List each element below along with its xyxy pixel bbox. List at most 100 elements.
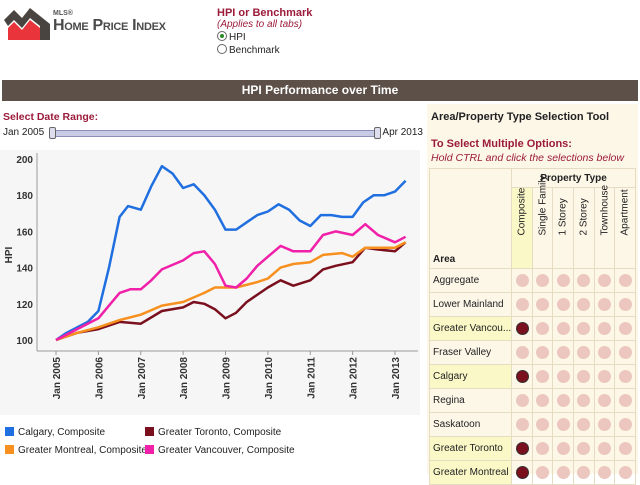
- selection-cell[interactable]: [573, 292, 595, 317]
- selection-dot-icon[interactable]: [556, 298, 570, 311]
- selection-cell[interactable]: [511, 292, 533, 317]
- selection-dot-icon[interactable]: [556, 394, 570, 407]
- selection-dot-icon[interactable]: [515, 274, 529, 287]
- area-name[interactable]: Greater Toronto: [428, 436, 513, 461]
- selection-cell[interactable]: [531, 436, 554, 461]
- selection-cell[interactable]: [573, 316, 595, 341]
- selection-dot-icon[interactable]: [618, 346, 632, 359]
- selection-cell[interactable]: [552, 316, 575, 341]
- selection-dot-icon[interactable]: [577, 370, 591, 383]
- selection-dot-icon[interactable]: [515, 418, 529, 431]
- selection-cell[interactable]: [593, 316, 616, 341]
- date-range-slider[interactable]: Jan 2005 Apr 2013: [3, 127, 423, 139]
- selection-dot-icon[interactable]: [556, 322, 570, 335]
- selection-cell[interactable]: [511, 268, 533, 293]
- radio-icon[interactable]: [217, 44, 227, 54]
- selection-cell[interactable]: [614, 340, 636, 365]
- selection-dot-icon[interactable]: [618, 370, 632, 383]
- selection-cell[interactable]: [531, 388, 554, 413]
- selection-cell[interactable]: [552, 436, 575, 461]
- selection-cell[interactable]: [511, 436, 533, 461]
- selection-dot-icon[interactable]: [598, 322, 612, 335]
- selection-dot-icon[interactable]: [618, 274, 632, 287]
- legend-item[interactable]: Greater Montreal, Composite: [5, 445, 147, 456]
- selection-cell[interactable]: [531, 292, 554, 317]
- legend-item[interactable]: Calgary, Composite: [5, 427, 105, 438]
- selection-cell[interactable]: [573, 460, 595, 485]
- selection-dot-icon[interactable]: [618, 442, 632, 455]
- selection-dot-icon[interactable]: [598, 274, 612, 287]
- selection-dot-icon[interactable]: [556, 346, 570, 359]
- selection-cell[interactable]: [614, 388, 636, 413]
- selection-dot-icon[interactable]: [536, 442, 550, 455]
- selection-cell[interactable]: [614, 268, 636, 293]
- area-name[interactable]: Regina: [428, 388, 513, 413]
- series-line-calgary-composite[interactable]: [55, 164, 407, 342]
- selection-dot-icon[interactable]: [577, 466, 591, 479]
- selection-dot-icon[interactable]: [598, 418, 612, 431]
- selection-dot-icon[interactable]: [515, 298, 529, 311]
- selection-dot-icon[interactable]: [577, 442, 591, 455]
- selection-dot-icon[interactable]: [536, 298, 550, 311]
- selection-cell[interactable]: [614, 412, 636, 437]
- column-header[interactable]: 2 Storey: [573, 187, 595, 269]
- selection-dot-icon[interactable]: [577, 274, 591, 287]
- area-name[interactable]: Fraser Valley: [428, 340, 513, 365]
- selection-dot-icon[interactable]: [536, 346, 550, 359]
- selection-cell[interactable]: [552, 364, 575, 389]
- selection-cell[interactable]: [593, 412, 616, 437]
- column-header[interactable]: 1 Storey: [552, 187, 575, 269]
- selection-dot-icon[interactable]: [556, 370, 570, 383]
- slider-track[interactable]: [50, 130, 378, 137]
- series-line-greater-toronto-composite[interactable]: [55, 241, 407, 342]
- selection-dot-icon[interactable]: [598, 442, 612, 455]
- selection-dot-icon[interactable]: [556, 274, 570, 287]
- area-name[interactable]: Saskatoon: [428, 412, 513, 437]
- selection-cell[interactable]: [614, 292, 636, 317]
- selection-cell[interactable]: [573, 364, 595, 389]
- slider-handle-end[interactable]: [374, 127, 381, 139]
- selection-cell[interactable]: [614, 316, 636, 341]
- selection-cell[interactable]: [552, 340, 575, 365]
- selection-dot-icon[interactable]: [577, 298, 591, 311]
- selection-cell[interactable]: [573, 412, 595, 437]
- selection-dot-icon[interactable]: [598, 298, 612, 311]
- selection-cell[interactable]: [511, 412, 533, 437]
- selection-dot-icon[interactable]: [618, 298, 632, 311]
- selection-cell[interactable]: [511, 388, 533, 413]
- selection-dot-icon[interactable]: [536, 418, 550, 431]
- selection-cell[interactable]: [593, 292, 616, 317]
- radio-benchmark[interactable]: Benchmark: [217, 44, 312, 57]
- selection-dot-icon[interactable]: [515, 442, 529, 455]
- area-name[interactable]: Lower Mainland: [428, 292, 513, 317]
- series-line-greater-montreal-composite[interactable]: [55, 241, 407, 342]
- selection-dot-icon[interactable]: [515, 322, 529, 335]
- column-header[interactable]: Apartment: [614, 187, 636, 269]
- selection-dot-icon[interactable]: [577, 346, 591, 359]
- selection-cell[interactable]: [573, 268, 595, 293]
- selection-cell[interactable]: [614, 436, 636, 461]
- selection-cell[interactable]: [552, 412, 575, 437]
- selection-dot-icon[interactable]: [556, 442, 570, 455]
- selection-cell[interactable]: [511, 364, 533, 389]
- selection-cell[interactable]: [593, 340, 616, 365]
- selection-dot-icon[interactable]: [556, 466, 570, 479]
- selection-dot-icon[interactable]: [515, 346, 529, 359]
- selection-cell[interactable]: [552, 388, 575, 413]
- selection-cell[interactable]: [531, 340, 554, 365]
- selection-cell[interactable]: [531, 364, 554, 389]
- selection-cell[interactable]: [614, 364, 636, 389]
- selection-dot-icon[interactable]: [618, 322, 632, 335]
- selection-cell[interactable]: [573, 340, 595, 365]
- selection-dot-icon[interactable]: [536, 394, 550, 407]
- selection-cell[interactable]: [552, 460, 575, 485]
- series-line-greater-vancouver-composite[interactable]: [55, 222, 407, 342]
- selection-dot-icon[interactable]: [598, 466, 612, 479]
- selection-cell[interactable]: [511, 316, 533, 341]
- selection-cell[interactable]: [531, 316, 554, 341]
- legend-item[interactable]: Greater Vancouver, Composite: [145, 445, 295, 456]
- selection-dot-icon[interactable]: [536, 466, 550, 479]
- selection-dot-icon[interactable]: [536, 322, 550, 335]
- selection-cell[interactable]: [552, 292, 575, 317]
- column-header[interactable]: Townhouse: [593, 184, 616, 269]
